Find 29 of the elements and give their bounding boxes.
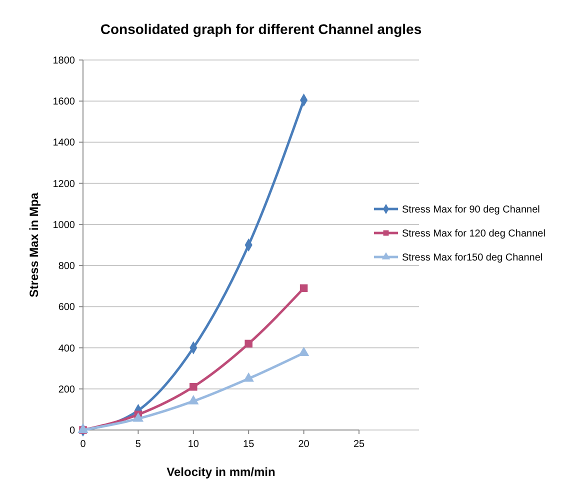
- legend-label: Stress Max for 120 deg Channel: [402, 228, 546, 240]
- y-tick-label: 1200: [52, 178, 76, 190]
- x-tick-label: 0: [80, 439, 86, 450]
- point: [243, 372, 254, 382]
- y-tick-label: 1600: [52, 96, 76, 108]
- x-axis-title: Velocity in mm/min: [166, 465, 276, 479]
- chart-title: Consolidated graph for different Channel angles: [100, 21, 422, 37]
- point: [188, 395, 199, 404]
- y-tick-label: 800: [58, 261, 76, 272]
- y-tick-label: 1800: [52, 56, 76, 66]
- x-tick-label: 25: [353, 439, 365, 450]
- point: [300, 284, 308, 292]
- x-tick-label: 5: [135, 439, 142, 450]
- x-tick-label: 15: [243, 439, 255, 450]
- y-axis-title: Stress Max in Mpa: [27, 192, 41, 298]
- point: [190, 382, 198, 391]
- x-tick-label: 20: [298, 439, 310, 450]
- point: [78, 424, 88, 434]
- legend-label: Stress Max for 90 deg Channel: [402, 204, 540, 216]
- point: [132, 412, 144, 422]
- y-tick-label: 400: [58, 343, 76, 354]
- y-tick-label: 1400: [52, 138, 76, 149]
- point: [244, 340, 252, 348]
- y-tick-label: 200: [58, 384, 76, 396]
- x-tick-label: 10: [188, 439, 200, 450]
- y-tick-label: 0: [69, 426, 76, 436]
- y-tick-label: 1000: [52, 220, 76, 231]
- legend-label: Stress Max for150 deg Channel: [402, 252, 543, 264]
- y-tick-label: 600: [58, 302, 76, 314]
